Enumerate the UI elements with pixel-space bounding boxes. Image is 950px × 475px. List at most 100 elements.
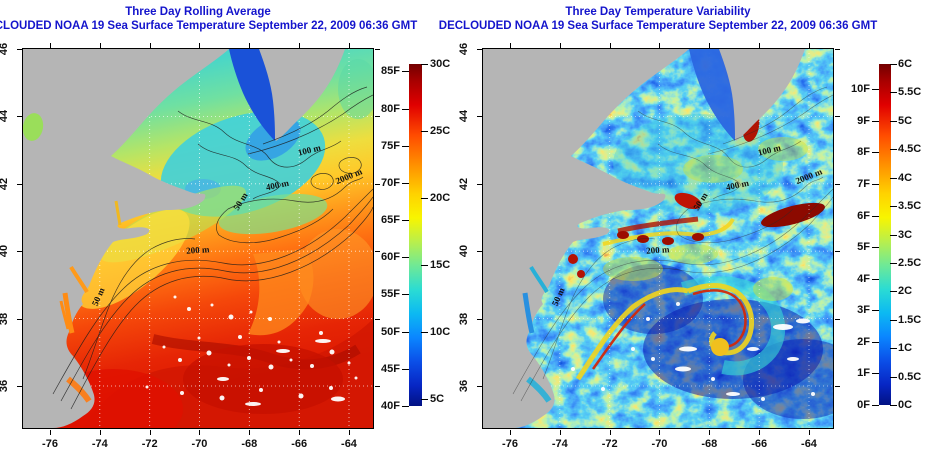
depth-contours bbox=[512, 86, 833, 402]
var-map: 100 m 2000 m 400 m 50 m 200 m 50 m bbox=[482, 48, 834, 429]
var-x-tick-mark bbox=[609, 430, 611, 435]
var-y-tick-label: 44 bbox=[458, 110, 470, 123]
var-cbar-c-label: 1C bbox=[898, 342, 913, 355]
var-x-tick-mark bbox=[759, 430, 761, 435]
var-title-line2: DECLOUDED NOAA 19 Sea Surface Temperatur… bbox=[438, 20, 878, 32]
avg-cbar-c-tick bbox=[421, 130, 428, 132]
var-y-tick-mark bbox=[835, 49, 840, 50]
var-cbar-f-label: 3F bbox=[857, 304, 870, 317]
var-x-tick-label: -66 bbox=[751, 438, 768, 450]
avg-cbar-c-tick bbox=[421, 264, 428, 266]
var-cbar-c-label: 5C bbox=[898, 114, 913, 127]
var-y-tick-mark bbox=[477, 116, 482, 118]
avg-x-tick-label: -68 bbox=[241, 438, 258, 450]
avg-cbar-f-tick bbox=[402, 257, 409, 259]
avg-cbar-f-label: 55F bbox=[381, 288, 400, 301]
avg-x-tick-mark bbox=[348, 43, 350, 48]
avg-y-tick-mark bbox=[375, 251, 380, 253]
var-cbar-c-label: 3.5C bbox=[898, 200, 922, 213]
avg-cbar-f-label: 65F bbox=[381, 214, 400, 227]
var-y-tick-mark bbox=[835, 386, 840, 387]
contour-label-200m: 200 m bbox=[646, 244, 670, 256]
var-colorbar bbox=[879, 64, 891, 405]
var-map-image: 100 m 2000 m 400 m 50 m 200 m 50 m bbox=[483, 49, 833, 428]
var-y-tick-mark bbox=[477, 251, 482, 253]
avg-y-tick-label: 38 bbox=[0, 312, 10, 325]
var-cbar-f-tick bbox=[872, 89, 879, 91]
var-x-tick-label: -74 bbox=[551, 438, 568, 450]
contour-label-400m: 400 m bbox=[725, 178, 750, 193]
avg-cbar-c-tick bbox=[421, 398, 428, 400]
var-cbar-f-label: 7F bbox=[857, 177, 870, 190]
avg-cbar-f-tick bbox=[402, 331, 409, 333]
var-y-tick-label: 46 bbox=[458, 42, 470, 56]
avg-cbar-f-tick bbox=[402, 405, 409, 407]
avg-cbar-f-tick bbox=[402, 368, 409, 370]
var-x-tick-mark bbox=[759, 43, 761, 48]
avg-cbar-f-label: 85F bbox=[381, 65, 400, 78]
avg-y-tick-mark bbox=[17, 49, 22, 50]
depth-contours bbox=[52, 86, 373, 410]
var-cbar-f-label: 10F bbox=[851, 83, 870, 96]
avg-cbar-f-tick bbox=[402, 220, 409, 222]
avg-y-tick-mark bbox=[375, 386, 380, 387]
var-cbar-f-tick bbox=[872, 373, 879, 375]
avg-y-tick-mark bbox=[375, 116, 380, 118]
var-cbar-f-label: 6F bbox=[857, 209, 870, 222]
avg-x-tick-mark bbox=[249, 430, 251, 435]
avg-cbar-c-label: 25C bbox=[430, 124, 451, 137]
avg-cbar-c-tick bbox=[421, 64, 428, 65]
avg-y-tick-label: 42 bbox=[0, 177, 10, 190]
avg-x-tick-mark bbox=[249, 43, 251, 48]
var-y-tick-label: 36 bbox=[458, 379, 470, 393]
var-cbar-c-tick bbox=[890, 234, 897, 236]
var-cbar-c-tick bbox=[890, 177, 897, 179]
var-x-tick-mark bbox=[510, 430, 511, 435]
var-x-tick-mark bbox=[709, 43, 711, 48]
avg-title-line1: Three Day Rolling Average bbox=[125, 6, 271, 18]
avg-x-tick-label: -74 bbox=[91, 438, 108, 450]
cloud-specks bbox=[145, 295, 358, 406]
var-cbar-c-tick bbox=[890, 405, 897, 406]
var-x-tick-mark bbox=[510, 43, 511, 48]
var-cbar-c-tick bbox=[890, 291, 897, 293]
avg-y-tick-mark bbox=[17, 251, 22, 253]
var-cbar-f-tick bbox=[872, 215, 879, 217]
avg-y-tick-label: 44 bbox=[0, 110, 10, 123]
avg-x-tick-label: -66 bbox=[291, 438, 308, 450]
avg-cbar-c-label: 30C bbox=[430, 58, 451, 70]
var-cbar-c-tick bbox=[890, 319, 897, 321]
var-y-tick-mark bbox=[835, 183, 840, 185]
avg-y-tick-mark bbox=[375, 318, 380, 320]
avg-y-tick-mark bbox=[17, 386, 22, 387]
var-cbar-f-tick bbox=[872, 310, 879, 312]
avg-y-tick-label: 36 bbox=[0, 379, 10, 393]
var-x-tick-mark bbox=[559, 43, 561, 48]
var-y-tick-mark bbox=[477, 49, 482, 50]
var-cbar-f-tick bbox=[872, 247, 879, 249]
var-cbar-c-label: 4C bbox=[898, 171, 913, 184]
avg-title-line2: DECLOUDED NOAA 19 Sea Surface Temperatur… bbox=[0, 20, 418, 32]
avg-y-tick-label: 40 bbox=[0, 245, 10, 258]
var-y-tick-label: 42 bbox=[458, 177, 470, 190]
avg-x-tick-label: -76 bbox=[42, 438, 58, 450]
avg-cbar-f-tick bbox=[402, 71, 409, 73]
land bbox=[483, 49, 805, 428]
var-x-tick-label: -68 bbox=[701, 438, 718, 450]
var-x-tick-mark bbox=[559, 430, 561, 435]
var-x-tick-mark bbox=[659, 430, 661, 435]
avg-cbar-f-label: 40F bbox=[381, 399, 400, 412]
var-x-tick-mark bbox=[808, 43, 810, 48]
avg-cbar-f-tick bbox=[402, 145, 409, 147]
avg-x-tick-mark bbox=[149, 430, 151, 435]
sst-field bbox=[23, 49, 373, 428]
var-cbar-c-label: 0C bbox=[898, 399, 913, 411]
var-y-tick-mark bbox=[477, 318, 482, 320]
avg-cbar-c-label: 15C bbox=[430, 258, 451, 271]
avg-cbar-f-tick bbox=[402, 182, 409, 184]
avg-cbar-f-label: 45F bbox=[381, 362, 400, 375]
avg-x-tick-label: -72 bbox=[141, 438, 158, 450]
var-x-tick-mark bbox=[659, 43, 661, 48]
var-cbar-f-label: 9F bbox=[857, 114, 870, 127]
avg-x-tick-label: -70 bbox=[191, 438, 208, 450]
